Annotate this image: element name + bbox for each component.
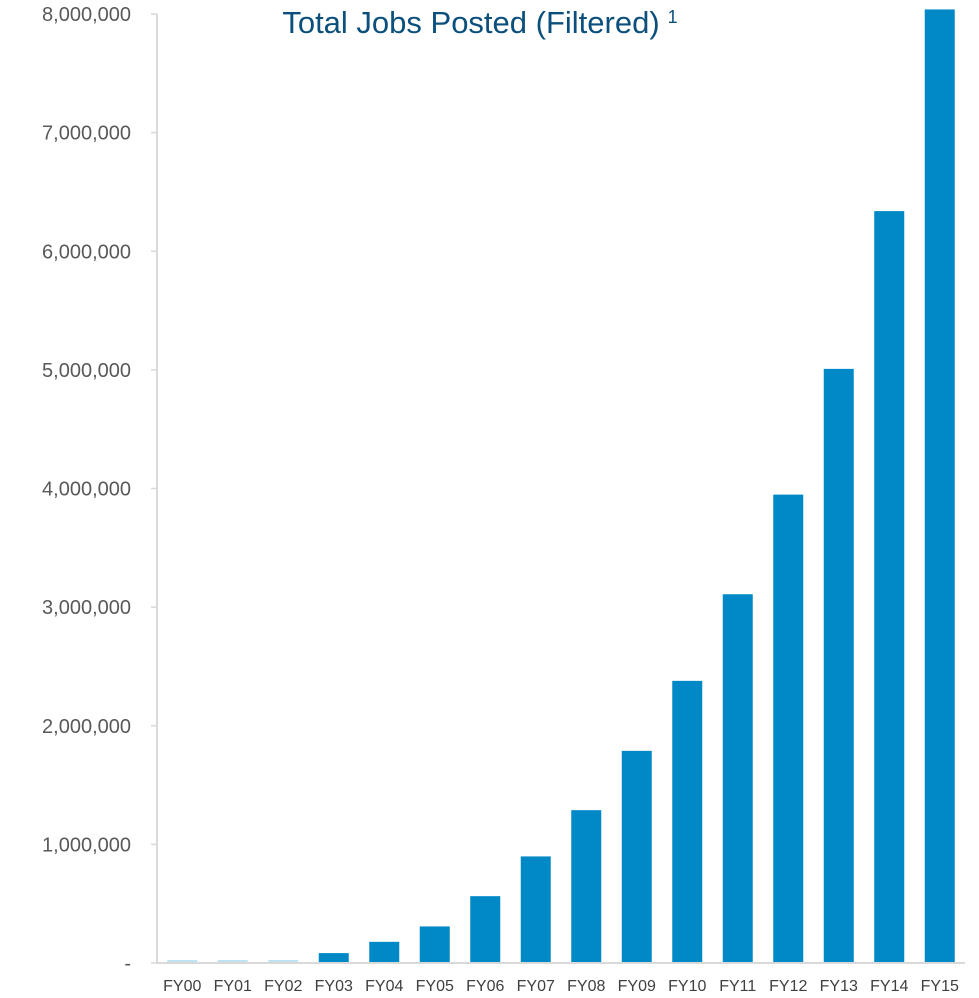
x-tick-label: FY12 — [769, 978, 807, 995]
bar-fy11 — [722, 594, 753, 962]
chart-title-superscript: 1 — [668, 7, 678, 27]
x-tick-label: FY07 — [517, 978, 555, 995]
bar-fy13 — [823, 368, 854, 962]
y-axis-ticks: - 1,000,000 2,000,000 3,000,000 4,000,000 5,0… — [42, 4, 157, 975]
y-tick-label: 7,000,000 — [42, 123, 131, 145]
x-tick-label: FY00 — [163, 978, 201, 995]
bar-fy07 — [520, 856, 551, 962]
y-tick-label: 6,000,000 — [42, 241, 131, 263]
x-tick-label: FY11 — [719, 978, 756, 995]
y-tick-label: 2,000,000 — [42, 716, 131, 738]
bar-fy06 — [470, 896, 501, 962]
y-tick-label: 3,000,000 — [42, 597, 131, 619]
x-tick-label: FY08 — [567, 978, 605, 995]
bar-fy15 — [924, 9, 955, 963]
x-tick-label: FY10 — [668, 978, 706, 995]
y-tick-label: 1,000,000 — [42, 834, 131, 856]
x-tick-label: FY13 — [820, 978, 858, 995]
bar-fy08 — [571, 810, 602, 962]
bar-fy04 — [369, 941, 400, 962]
x-tick-label: FY01 — [214, 978, 252, 995]
bar-fy10 — [672, 680, 703, 962]
bar-fy01 — [217, 960, 248, 962]
x-tick-label: FY15 — [921, 978, 959, 995]
bars — [167, 9, 955, 963]
x-tick-label: FY04 — [365, 978, 403, 995]
y-tick-label: 8,000,000 — [42, 4, 131, 26]
x-axis-ticks: FY00 FY01 FY02 FY03 FY04 FY05 FY06 FY07 FY08 FY09… — [163, 978, 959, 995]
bar-fy12 — [773, 494, 804, 962]
x-tick-label: FY06 — [466, 978, 504, 995]
bar-fy00 — [167, 960, 198, 962]
x-tick-label: FY14 — [870, 978, 908, 995]
bar-fy02 — [268, 960, 299, 962]
chart-title: Total Jobs Posted (Filtered) 1 — [282, 5, 677, 40]
bar-fy09 — [621, 750, 652, 962]
y-tick-label: 4,000,000 — [42, 479, 131, 501]
x-tick-label: FY03 — [315, 978, 353, 995]
y-tick-label: - — [124, 953, 131, 975]
chart-title-text: Total Jobs Posted (Filtered) — [282, 5, 659, 40]
x-tick-label: FY05 — [416, 978, 454, 995]
x-tick-label: FY02 — [264, 978, 302, 995]
bar-fy03 — [318, 953, 349, 962]
bar-fy05 — [419, 926, 450, 962]
y-tick-label: 5,000,000 — [42, 360, 131, 382]
bar-fy14 — [874, 211, 905, 962]
x-tick-label: FY09 — [618, 978, 656, 995]
